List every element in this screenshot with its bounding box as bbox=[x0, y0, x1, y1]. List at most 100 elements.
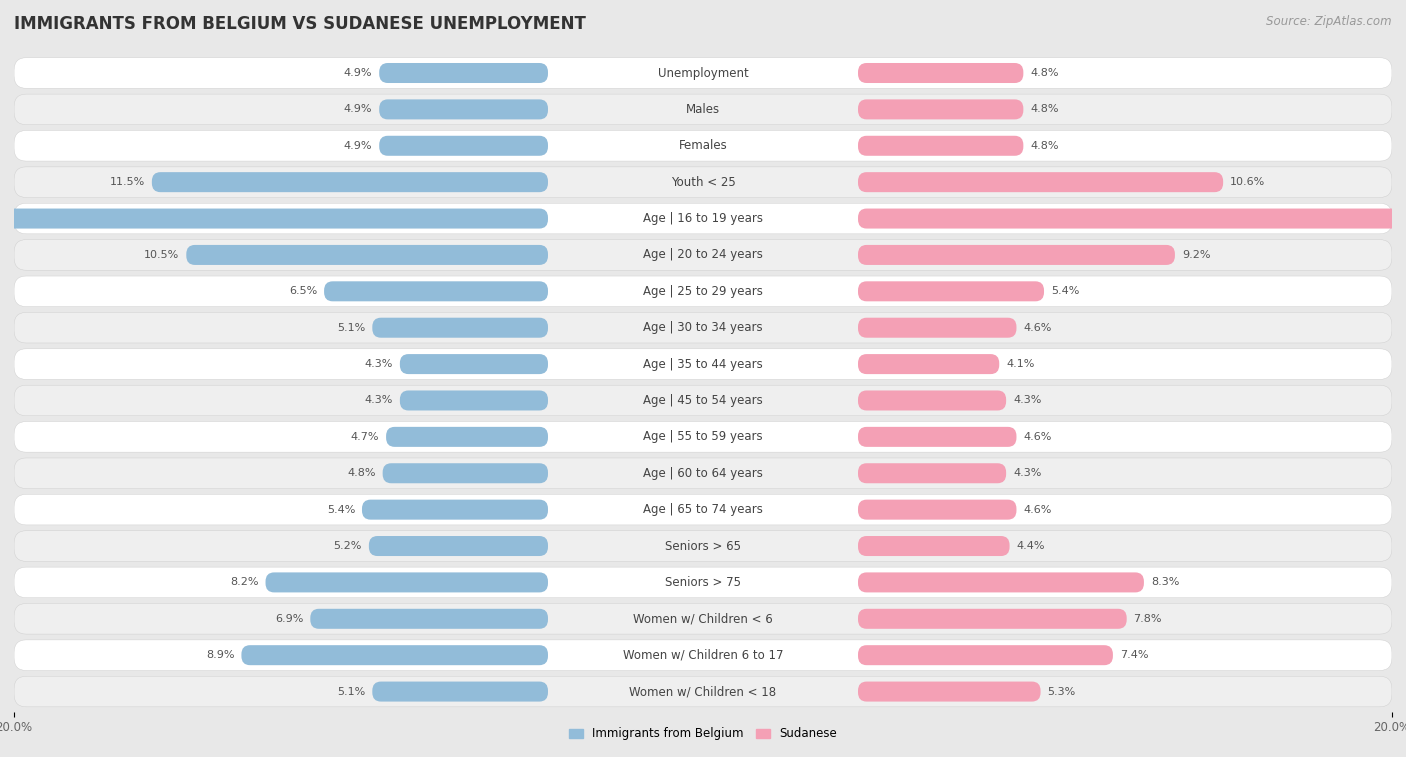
FancyBboxPatch shape bbox=[311, 609, 548, 629]
FancyBboxPatch shape bbox=[373, 681, 548, 702]
FancyBboxPatch shape bbox=[858, 391, 1007, 410]
FancyBboxPatch shape bbox=[858, 500, 1017, 519]
Text: 4.9%: 4.9% bbox=[344, 141, 373, 151]
FancyBboxPatch shape bbox=[387, 427, 548, 447]
Text: Age | 45 to 54 years: Age | 45 to 54 years bbox=[643, 394, 763, 407]
FancyBboxPatch shape bbox=[858, 282, 1045, 301]
FancyBboxPatch shape bbox=[858, 609, 1126, 629]
FancyBboxPatch shape bbox=[14, 349, 1392, 379]
FancyBboxPatch shape bbox=[14, 531, 1392, 561]
FancyBboxPatch shape bbox=[186, 245, 548, 265]
FancyBboxPatch shape bbox=[380, 63, 548, 83]
FancyBboxPatch shape bbox=[368, 536, 548, 556]
Text: 4.3%: 4.3% bbox=[1012, 469, 1042, 478]
FancyBboxPatch shape bbox=[14, 603, 1392, 634]
FancyBboxPatch shape bbox=[858, 245, 1175, 265]
Text: 9.2%: 9.2% bbox=[1182, 250, 1211, 260]
FancyBboxPatch shape bbox=[14, 640, 1392, 671]
FancyBboxPatch shape bbox=[323, 282, 548, 301]
Text: 5.4%: 5.4% bbox=[1050, 286, 1080, 296]
Text: 7.4%: 7.4% bbox=[1119, 650, 1149, 660]
FancyBboxPatch shape bbox=[14, 458, 1392, 488]
FancyBboxPatch shape bbox=[14, 167, 1392, 198]
Text: Age | 35 to 44 years: Age | 35 to 44 years bbox=[643, 357, 763, 371]
FancyBboxPatch shape bbox=[14, 385, 1392, 416]
Text: 4.9%: 4.9% bbox=[344, 104, 373, 114]
Text: Unemployment: Unemployment bbox=[658, 67, 748, 79]
Text: Seniors > 65: Seniors > 65 bbox=[665, 540, 741, 553]
Text: 5.1%: 5.1% bbox=[337, 322, 366, 333]
Text: 5.2%: 5.2% bbox=[333, 541, 361, 551]
Text: Women w/ Children < 6: Women w/ Children < 6 bbox=[633, 612, 773, 625]
FancyBboxPatch shape bbox=[858, 99, 1024, 120]
Text: 4.6%: 4.6% bbox=[1024, 431, 1052, 442]
Text: Youth < 25: Youth < 25 bbox=[671, 176, 735, 188]
Text: 4.8%: 4.8% bbox=[1031, 104, 1059, 114]
FancyBboxPatch shape bbox=[858, 354, 1000, 374]
FancyBboxPatch shape bbox=[14, 94, 1392, 125]
FancyBboxPatch shape bbox=[266, 572, 548, 593]
Text: Age | 65 to 74 years: Age | 65 to 74 years bbox=[643, 503, 763, 516]
Text: 4.8%: 4.8% bbox=[1031, 68, 1059, 78]
FancyBboxPatch shape bbox=[858, 681, 1040, 702]
FancyBboxPatch shape bbox=[361, 500, 548, 519]
FancyBboxPatch shape bbox=[14, 494, 1392, 525]
FancyBboxPatch shape bbox=[858, 463, 1007, 483]
FancyBboxPatch shape bbox=[858, 536, 1010, 556]
Text: Age | 55 to 59 years: Age | 55 to 59 years bbox=[643, 431, 763, 444]
Text: Women w/ Children 6 to 17: Women w/ Children 6 to 17 bbox=[623, 649, 783, 662]
FancyBboxPatch shape bbox=[14, 422, 1392, 452]
FancyBboxPatch shape bbox=[380, 99, 548, 120]
Text: 6.9%: 6.9% bbox=[276, 614, 304, 624]
FancyBboxPatch shape bbox=[382, 463, 548, 483]
FancyBboxPatch shape bbox=[380, 136, 548, 156]
Text: Age | 16 to 19 years: Age | 16 to 19 years bbox=[643, 212, 763, 225]
FancyBboxPatch shape bbox=[858, 136, 1024, 156]
Text: Females: Females bbox=[679, 139, 727, 152]
Text: 5.1%: 5.1% bbox=[337, 687, 366, 696]
Text: 4.1%: 4.1% bbox=[1007, 359, 1035, 369]
FancyBboxPatch shape bbox=[858, 645, 1114, 665]
FancyBboxPatch shape bbox=[858, 318, 1017, 338]
FancyBboxPatch shape bbox=[152, 172, 548, 192]
FancyBboxPatch shape bbox=[399, 354, 548, 374]
Text: 4.3%: 4.3% bbox=[364, 359, 392, 369]
Text: 4.7%: 4.7% bbox=[350, 431, 380, 442]
FancyBboxPatch shape bbox=[858, 172, 1223, 192]
FancyBboxPatch shape bbox=[14, 676, 1392, 707]
Text: 5.4%: 5.4% bbox=[326, 505, 356, 515]
Text: 5.3%: 5.3% bbox=[1047, 687, 1076, 696]
FancyBboxPatch shape bbox=[858, 208, 1402, 229]
Text: Age | 25 to 29 years: Age | 25 to 29 years bbox=[643, 285, 763, 298]
Legend: Immigrants from Belgium, Sudanese: Immigrants from Belgium, Sudanese bbox=[564, 723, 842, 745]
Text: 8.2%: 8.2% bbox=[231, 578, 259, 587]
Text: 10.5%: 10.5% bbox=[145, 250, 180, 260]
FancyBboxPatch shape bbox=[14, 58, 1392, 89]
FancyBboxPatch shape bbox=[399, 391, 548, 410]
Text: 4.9%: 4.9% bbox=[344, 68, 373, 78]
Text: 8.9%: 8.9% bbox=[207, 650, 235, 660]
Text: 4.4%: 4.4% bbox=[1017, 541, 1045, 551]
Text: Seniors > 75: Seniors > 75 bbox=[665, 576, 741, 589]
Text: 4.3%: 4.3% bbox=[1012, 395, 1042, 406]
FancyBboxPatch shape bbox=[14, 276, 1392, 307]
FancyBboxPatch shape bbox=[858, 427, 1017, 447]
Text: 4.6%: 4.6% bbox=[1024, 322, 1052, 333]
FancyBboxPatch shape bbox=[14, 204, 1392, 234]
FancyBboxPatch shape bbox=[242, 645, 548, 665]
Text: 10.6%: 10.6% bbox=[1230, 177, 1265, 187]
FancyBboxPatch shape bbox=[858, 572, 1144, 593]
FancyBboxPatch shape bbox=[373, 318, 548, 338]
Text: 4.8%: 4.8% bbox=[347, 469, 375, 478]
Text: Women w/ Children < 18: Women w/ Children < 18 bbox=[630, 685, 776, 698]
Text: 11.5%: 11.5% bbox=[110, 177, 145, 187]
Text: 4.6%: 4.6% bbox=[1024, 505, 1052, 515]
Text: Source: ZipAtlas.com: Source: ZipAtlas.com bbox=[1267, 15, 1392, 28]
FancyBboxPatch shape bbox=[14, 313, 1392, 343]
Text: Age | 30 to 34 years: Age | 30 to 34 years bbox=[643, 321, 763, 334]
FancyBboxPatch shape bbox=[14, 130, 1392, 161]
FancyBboxPatch shape bbox=[14, 240, 1392, 270]
Text: 8.3%: 8.3% bbox=[1152, 578, 1180, 587]
FancyBboxPatch shape bbox=[858, 63, 1024, 83]
FancyBboxPatch shape bbox=[14, 567, 1392, 598]
